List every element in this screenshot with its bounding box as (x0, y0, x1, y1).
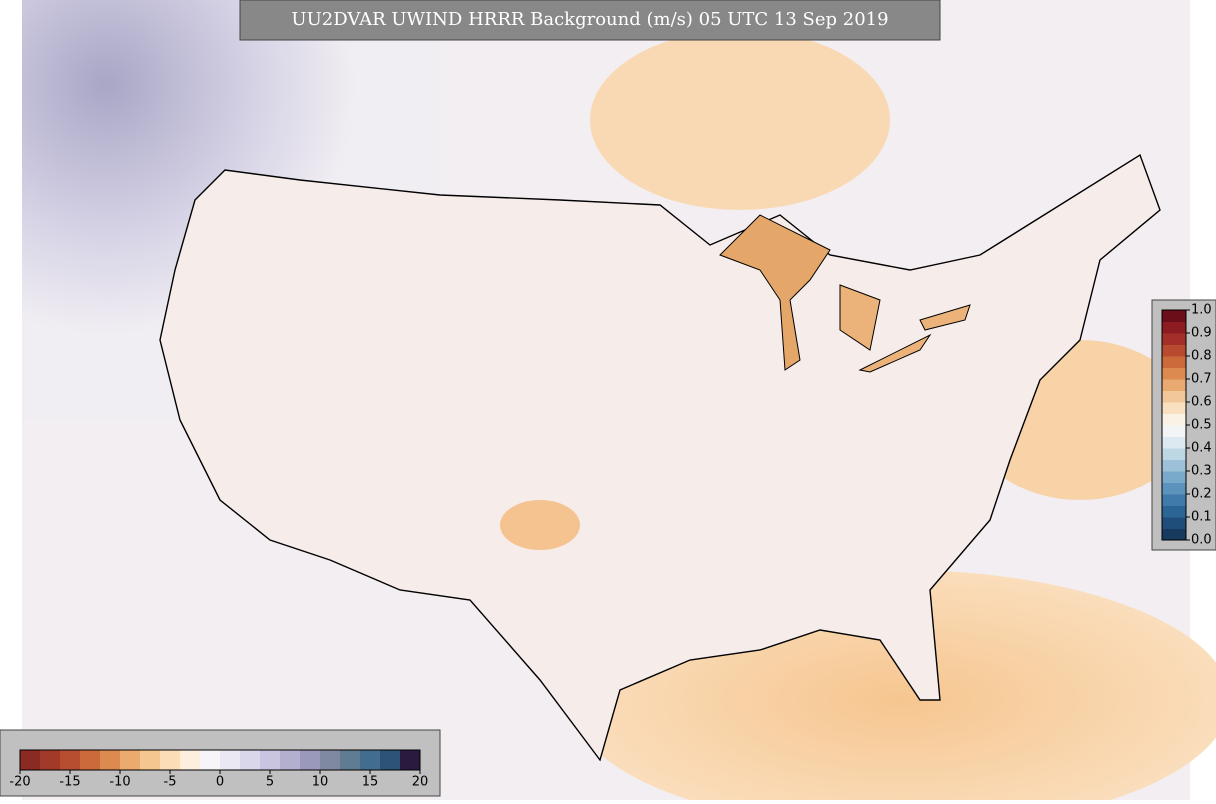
colorbar-tick-label: 1.0 (1191, 303, 1212, 318)
colorbar-segment (60, 750, 81, 770)
colorbar-segment (1162, 321, 1186, 334)
conus-outline (159, 153, 1161, 762)
colorbar-segment (1162, 333, 1186, 345)
colorbar-segment (40, 750, 61, 770)
colorbar-segment (1162, 528, 1186, 541)
colorbar-tick-label: 0.6 (1191, 395, 1212, 410)
title: UU2DVAR UWIND HRRR Background (m/s) 05 U… (291, 9, 888, 30)
colorbar-segment (1162, 436, 1186, 449)
colorbar-tick-label: 0.5 (1191, 418, 1212, 433)
colorbar-segment (220, 750, 241, 770)
colorbar-segment (160, 750, 181, 770)
colorbar-segment (1162, 425, 1186, 437)
colorbar-segment (20, 750, 41, 770)
colorbar-segment (120, 750, 141, 770)
colorbar-tick-label: 20 (412, 775, 429, 790)
colorbar-tick-label: -15 (59, 775, 80, 790)
colorbar-tick-label: -20 (9, 775, 30, 790)
colorbar-tick-label: 0.2 (1191, 487, 1212, 502)
colorbar-segment (300, 750, 321, 770)
colorbar-segment (1162, 356, 1186, 368)
great-lakes (839, 284, 971, 373)
colorbar-segment (1162, 413, 1186, 426)
colorbar-tick-label: 0.0 (1191, 533, 1212, 548)
colorbar-segment (100, 750, 121, 770)
colorbar-segment (400, 750, 421, 770)
colorbar-segment (1162, 505, 1186, 518)
colorbar-tick-label: 0.1 (1191, 510, 1212, 525)
warm-patch (500, 500, 580, 550)
colorbar-segment (1162, 482, 1186, 495)
colorbar-tick-label: 0 (216, 775, 224, 790)
colorbar-segment (360, 750, 381, 770)
colorbars: -20 -15 -10 -5 0 5 10 15 20 0.0 0.1 0.2 0.3 0.4 0.5 0.6… (9, 303, 1211, 790)
colorbar-tick-label: 0.7 (1191, 372, 1212, 387)
colorbar-segment (1162, 367, 1186, 380)
colorbar-tick-label: 0.3 (1191, 464, 1212, 479)
colorbar-segment (340, 750, 361, 770)
canada-shading (590, 30, 890, 210)
colorbar-segment (320, 750, 341, 770)
colorbar-segment (140, 750, 161, 770)
colorbar-segment (1162, 471, 1186, 483)
colorbar-segment (180, 750, 201, 770)
colorbar-segment (260, 750, 281, 770)
colorbar-segment (1162, 344, 1186, 357)
colorbar-segment (80, 750, 101, 770)
colorbar-segment (380, 750, 401, 770)
colorbar-tick-label: -10 (109, 775, 130, 790)
colorbar-segment (1162, 390, 1186, 403)
colorbar-segment (1162, 310, 1186, 322)
colorbar-tick-label: 0.4 (1191, 441, 1212, 456)
colorbar-tick-label: 0.8 (1191, 349, 1212, 364)
colorbar-tick-label: 10 (312, 775, 329, 790)
colorbar-segment (1162, 517, 1186, 529)
colorbar-segment (1162, 494, 1186, 506)
colorbar-segment (1162, 379, 1186, 391)
colorbar-segment (1162, 402, 1186, 414)
colorbar-segment (1162, 459, 1186, 472)
colorbar-tick-label: -5 (164, 775, 177, 790)
colorbar-tick-label: 0.9 (1191, 326, 1212, 341)
colorbar-segment (200, 750, 221, 770)
colorbar-tick-label: 15 (362, 775, 379, 790)
colorbar-segment (240, 750, 261, 770)
colorbar-segment (280, 750, 301, 770)
great-lakes (719, 214, 831, 371)
title-box (239, 0, 941, 41)
colorbar-tick-label: 5 (266, 775, 274, 790)
colorbar-segment (1162, 448, 1186, 460)
